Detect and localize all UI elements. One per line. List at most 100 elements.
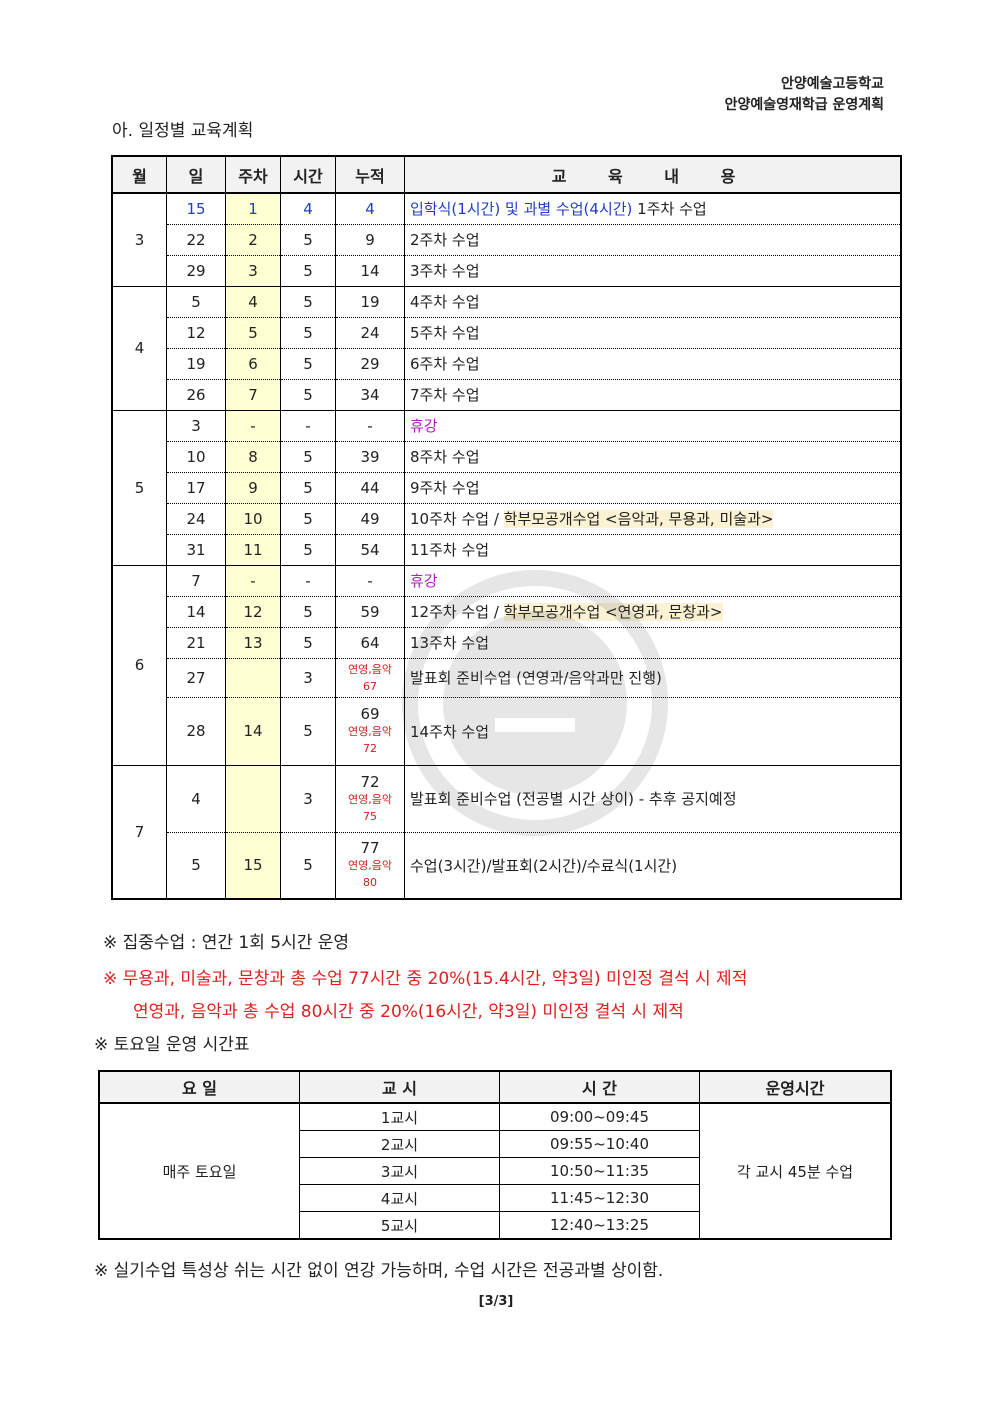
- week-cell: 4: [225, 286, 281, 318]
- hours-cell: 3: [280, 658, 336, 698]
- table-row: 5 15 5 77 연영,음악 80 수업(3시간)/발표회(2시간)/수료식(1시간): [112, 832, 902, 900]
- content-cell: 휴강: [404, 410, 902, 442]
- table-row: 19 6 5 29 6주차 수업: [112, 348, 902, 380]
- content-segment: 발표회 준비수업 (전공별 시간 상이) - 추후 공지예정: [410, 790, 737, 808]
- cumulative-cell: 연영,음악 67: [335, 658, 405, 698]
- saturday-day: 매주 토요일: [98, 1102, 300, 1240]
- table-row: 6 7- - - 휴강: [111, 565, 902, 766]
- content-segment: 2주차 수업: [410, 231, 480, 249]
- saturday-row: 2교시 09:55~10:40: [99, 1130, 891, 1158]
- week-cell: 5: [225, 317, 281, 349]
- note-practical: ※ 실기수업 특성상 쉬는 시간 없이 연강 가능하며, 수업 시간은 전공과별…: [94, 1261, 664, 1281]
- week-cell: [225, 765, 281, 833]
- week-cell: 3: [225, 255, 281, 287]
- content-segment: 12주차 수업 /: [410, 603, 504, 621]
- week-cell: 11: [225, 534, 281, 566]
- content-segment: 4주차 수업: [410, 293, 480, 311]
- week-cell: 14: [225, 697, 281, 766]
- column-header: 일: [166, 156, 226, 194]
- content-segment: 학부모공개수업 <연영과, 문창과>: [503, 603, 723, 621]
- cumulative-cell: 59: [335, 596, 405, 628]
- week-cell: 13: [225, 627, 281, 659]
- cumulative-value: 49: [360, 509, 380, 528]
- week-cell: 8: [225, 441, 281, 473]
- content-cell: 발표회 준비수업 (연영과/음악과만 진행): [404, 658, 902, 698]
- content-segment: 9주차 수업: [410, 479, 480, 497]
- content-cell: 9주차 수업: [404, 472, 902, 504]
- day-cell: 12: [166, 317, 226, 349]
- cumulative-cell: 69 연영,음악 72: [335, 697, 405, 766]
- content-segment: 발표회 준비수업 (연영과/음악과만 진행): [410, 669, 662, 687]
- day-cell: 19: [166, 348, 226, 380]
- week-cell: 15: [225, 832, 281, 900]
- cumulative-note-label: 연영,음악: [348, 662, 392, 676]
- table-row: 27 3 연영,음악 67 발표회 준비수업 (연영과/음악과만 진행): [112, 658, 902, 698]
- cumulative-cell: 72 연영,음악 75: [335, 765, 405, 833]
- content-segment: 수업(3시간)/발표회(2시간)/수료식(1시간): [410, 856, 678, 875]
- hours-cell: 5: [280, 596, 336, 628]
- cumulative-value: 69: [360, 705, 380, 723]
- day-cell: 27: [166, 658, 226, 698]
- month-cell: 6: [111, 565, 167, 766]
- cumulative-value: 29: [360, 354, 380, 373]
- hours-cell: 5: [280, 472, 336, 504]
- table-row: 24 10 5 49 10주차 수업 / 학부모공개수업 <음악과, 무용과, 미술과>: [112, 503, 902, 535]
- cumulative-note-label: 연영,음악: [348, 725, 392, 738]
- hours-cell: 5: [280, 317, 336, 349]
- hours-cell: 5: [280, 503, 336, 535]
- day-cell: 7: [166, 565, 226, 597]
- day-cell: 5: [166, 832, 226, 900]
- content-cell: 수업(3시간)/발표회(2시간)/수료식(1시간): [404, 832, 902, 900]
- content-segment: 휴강: [410, 417, 438, 435]
- saturday-row: 4교시 11:45~12:30: [99, 1184, 891, 1212]
- cumulative-value: -: [367, 571, 373, 590]
- content-cell: 2주차 수업: [404, 224, 902, 256]
- column-header: 교 육 내 용: [404, 156, 902, 194]
- period-cell: 5교시: [299, 1211, 500, 1240]
- month-cell: 4: [111, 286, 167, 411]
- saturday-row: 3교시 10:50~11:35: [99, 1157, 891, 1185]
- cumulative-cell: 64: [335, 627, 405, 659]
- content-cell: 10주차 수업 / 학부모공개수업 <음악과, 무용과, 미술과>: [404, 503, 902, 535]
- cumulative-cell: 49: [335, 503, 405, 535]
- time-cell: 11:45~12:30: [499, 1184, 700, 1212]
- table-row: 22 2 5 9 2주차 수업: [112, 224, 902, 256]
- cumulative-cell: 54: [335, 534, 405, 566]
- content-segment: 휴강: [410, 572, 438, 590]
- week-cell: [225, 658, 281, 698]
- hours-cell: 5: [280, 286, 336, 318]
- cumulative-value: 39: [360, 447, 380, 466]
- col-duration: 운영시간: [699, 1070, 892, 1104]
- cumulative-value: 72: [360, 772, 380, 791]
- cumulative-note-label: 연영,음악: [348, 859, 392, 873]
- saturday-table: 요 일 교 시 시 간 운영시간 매주 토요일 1교시 09:00~09:45 각 교…: [98, 1070, 892, 1240]
- cumulative-cell: 24: [335, 317, 405, 349]
- content-segment: 1주차 수업: [632, 200, 707, 219]
- cumulative-value: 77: [360, 839, 380, 858]
- period-cell: 4교시: [299, 1184, 500, 1212]
- cumulative-value: 19: [360, 292, 380, 311]
- schedule-table: 월 일 주차 시간 누적 교 육 내 용 3 15 1 4 4 입학식(1시간) 및 과별 수업(4…: [111, 155, 902, 900]
- week-cell: 1: [225, 193, 281, 225]
- page-number: [3/3]: [478, 1294, 514, 1309]
- day-cell: 4: [166, 765, 226, 833]
- note-intensive: ※ 집중수업 : 연간 1회 5시간 운영: [103, 933, 350, 953]
- cumulative-value: 54: [360, 540, 380, 559]
- cumulative-cell: 14: [335, 255, 405, 287]
- hours-cell: -: [280, 565, 336, 597]
- cumulative-value: 24: [360, 323, 380, 342]
- cumulative-cell: -: [335, 565, 405, 597]
- cumulative-note-value: 80: [363, 876, 377, 890]
- day-cell: 5: [166, 286, 226, 318]
- content-segment: 5주차 수업: [410, 324, 480, 342]
- cumulative-cell: 19: [335, 286, 405, 318]
- cumulative-note-value: 72: [363, 742, 377, 755]
- period-cell: 1교시: [299, 1102, 500, 1131]
- content-segment: 학부모공개수업 <음악과, 무용과, 미술과>: [503, 510, 774, 528]
- hours-cell: 5: [280, 348, 336, 380]
- saturday-title: ※ 토요일 운영 시간표: [94, 1035, 250, 1055]
- hours-cell: 5: [280, 379, 336, 411]
- hours-cell: -: [280, 410, 336, 442]
